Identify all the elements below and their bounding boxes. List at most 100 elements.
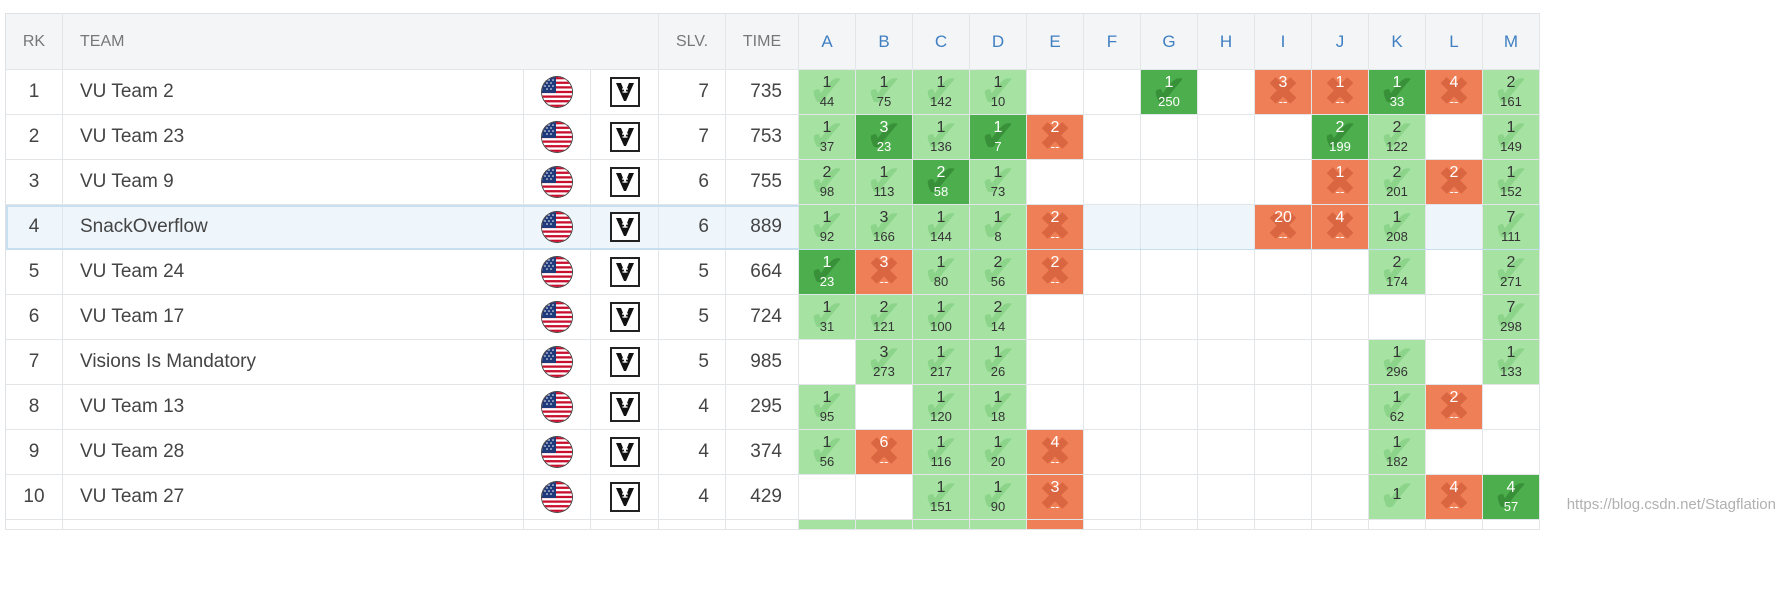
problem-cell-d[interactable]: ✔ 1 18 [969, 384, 1027, 430]
problem-cell-c[interactable]: ✔ 1 217 [912, 339, 970, 385]
team-row[interactable]: 8 VU Team 13 4 295 ✔ 1 95 ✔ 1 120 ✔ 1 18 ✔ 1 62 ✖ 2 -- [5, 384, 1540, 430]
problem-cell-l[interactable]: ✖ 4 -- [1425, 474, 1483, 520]
problem-cell-j[interactable]: ✖ 1 -- [1311, 69, 1369, 115]
team-name[interactable]: Visions Is Mandatory [62, 339, 524, 385]
problem-cell-k[interactable]: ✔ 2 201 [1368, 159, 1426, 205]
team-row[interactable]: 1 VU Team 2 7 735 ✔ 1 44 ✔ 1 75 ✔ 1 142 ✔ 1 10 ✔ 1 250 ✖ 3 --… [5, 69, 1540, 115]
problem-cell-i[interactable]: ✖ 20 -- [1254, 204, 1312, 250]
column-header-time[interactable]: TIME [725, 13, 799, 70]
team-name[interactable]: SnackOverflow [62, 204, 524, 250]
problem-cell-j[interactable]: ✖ 1 -- [1311, 159, 1369, 205]
problem-header-g[interactable]: G [1140, 13, 1198, 70]
problem-cell-m[interactable]: ✔ 2 161 [1482, 69, 1540, 115]
problem-cell-a[interactable]: ✔ 1 92 [798, 204, 856, 250]
problem-cell-e[interactable]: ✖ 3 -- [1026, 474, 1084, 520]
problem-header-i[interactable]: I [1254, 13, 1312, 70]
problem-cell-a[interactable]: ✔ 1 95 [798, 384, 856, 430]
problem-cell-d[interactable]: ✔ 1 90 [969, 474, 1027, 520]
problem-header-k[interactable]: K [1368, 13, 1426, 70]
problem-cell-c[interactable]: ✔ 1 100 [912, 294, 970, 340]
problem-cell-b[interactable]: ✔ 3 273 [855, 339, 913, 385]
problem-cell-c[interactable]: ✔ 1 144 [912, 204, 970, 250]
problem-header-a[interactable]: A [798, 13, 856, 70]
problem-header-j[interactable]: J [1311, 13, 1369, 70]
team-row[interactable]: 3 VU Team 9 6 755 ✔ 2 98 ✔ 1 113 ✔ 2 58 ✔ 1 73 ✖ 1 -- ✔ 2 201… [5, 159, 1540, 205]
problem-cell-a[interactable]: ✔ 2 98 [798, 159, 856, 205]
problem-cell-g[interactable]: ✔ 1 250 [1140, 69, 1198, 115]
problem-cell-m[interactable]: ✔ 7 111 [1482, 204, 1540, 250]
problem-header-f[interactable]: F [1083, 13, 1141, 70]
column-header-team[interactable]: TEAM [62, 13, 659, 70]
problem-cell-m[interactable]: ✔ 1 133 [1482, 339, 1540, 385]
problem-cell-a[interactable]: ✔ 1 23 [798, 249, 856, 295]
problem-cell-k[interactable]: ✔ 1 33 [1368, 69, 1426, 115]
problem-cell-e[interactable]: ✖ 2 -- [1026, 249, 1084, 295]
problem-cell-m[interactable]: ✔ 4 57 [1482, 474, 1540, 520]
problem-header-b[interactable]: B [855, 13, 913, 70]
problem-cell-i[interactable]: ✖ 3 -- [1254, 69, 1312, 115]
problem-cell-d[interactable]: ✔ 1 73 [969, 159, 1027, 205]
problem-cell-b[interactable]: ✔ 2 121 [855, 294, 913, 340]
problem-cell-k[interactable]: ✔ 2 122 [1368, 114, 1426, 160]
problem-cell-d[interactable]: ✔ 1 8 [969, 204, 1027, 250]
team-name[interactable]: VU Team 17 [62, 294, 524, 340]
problem-cell-b[interactable]: ✖ 6 -- [855, 429, 913, 475]
team-row[interactable]: 10 VU Team 27 4 429 ✔ 1 151 ✔ 1 90 ✖ 3 -- ✔ 1 ✖ 4 -- ✔ 4 57 [5, 474, 1540, 520]
problem-cell-e[interactable]: ✖ 2 -- [1026, 114, 1084, 160]
problem-cell-l[interactable]: ✖ 2 -- [1425, 384, 1483, 430]
team-row[interactable]: 9 VU Team 28 4 374 ✔ 1 56 ✖ 6 -- ✔ 1 116 ✔ 1 20 ✖ 4 -- ✔ 1 18… [5, 429, 1540, 475]
problem-cell-k[interactable]: ✔ 1 296 [1368, 339, 1426, 385]
team-name[interactable]: VU Team 13 [62, 384, 524, 430]
problem-header-d[interactable]: D [969, 13, 1027, 70]
problem-cell-a[interactable]: ✔ 1 56 [798, 429, 856, 475]
problem-cell-d[interactable]: ✔ 1 10 [969, 69, 1027, 115]
team-name[interactable]: VU Team 27 [62, 474, 524, 520]
team-name[interactable]: VU Team 28 [62, 429, 524, 475]
problem-cell-k[interactable]: ✔ 1 182 [1368, 429, 1426, 475]
problem-cell-d[interactable]: ✔ 1 7 [969, 114, 1027, 160]
problem-cell-b[interactable]: ✔ 3 23 [855, 114, 913, 160]
problem-header-m[interactable]: M [1482, 13, 1540, 70]
problem-cell-m[interactable]: ✔ 2 271 [1482, 249, 1540, 295]
problem-header-l[interactable]: L [1425, 13, 1483, 70]
problem-cell-c[interactable]: ✔ 2 58 [912, 159, 970, 205]
team-name[interactable]: VU Team 9 [62, 159, 524, 205]
problem-cell-a[interactable]: ✔ 1 37 [798, 114, 856, 160]
problem-cell-c[interactable]: ✔ 1 136 [912, 114, 970, 160]
problem-cell-c[interactable]: ✔ 1 120 [912, 384, 970, 430]
problem-header-c[interactable]: C [912, 13, 970, 70]
column-header-rank[interactable]: RK [5, 13, 63, 70]
problem-cell-b[interactable]: ✔ 3 166 [855, 204, 913, 250]
team-row[interactable]: 5 VU Team 24 5 664 ✔ 1 23 ✖ 3 -- ✔ 1 80 ✔ 2 56 ✖ 2 -- ✔ 2 174… [5, 249, 1540, 295]
problem-cell-k[interactable]: ✔ 1 62 [1368, 384, 1426, 430]
team-row[interactable]: 2 VU Team 23 7 753 ✔ 1 37 ✔ 3 23 ✔ 1 136 ✔ 1 7 ✖ 2 -- ✔ 2 199… [5, 114, 1540, 160]
problem-cell-k[interactable]: ✔ 2 174 [1368, 249, 1426, 295]
problem-cell-c[interactable]: ✔ 1 151 [912, 474, 970, 520]
problem-cell-m[interactable]: ✔ 1 149 [1482, 114, 1540, 160]
problem-cell-e[interactable]: ✖ 2 -- [1026, 204, 1084, 250]
problem-cell-m[interactable]: ✔ 1 152 [1482, 159, 1540, 205]
problem-cell-d[interactable]: ✔ 2 14 [969, 294, 1027, 340]
problem-cell-k[interactable]: ✔ 1 208 [1368, 204, 1426, 250]
problem-cell-m[interactable]: ✔ 7 298 [1482, 294, 1540, 340]
problem-cell-j[interactable]: ✖ 4 -- [1311, 204, 1369, 250]
team-name[interactable]: VU Team 2 [62, 69, 524, 115]
team-row[interactable]: 7 Visions Is Mandatory 5 985 ✔ 3 273 ✔ 1 217 ✔ 1 26 ✔… [5, 339, 1540, 385]
problem-cell-d[interactable]: ✔ 1 20 [969, 429, 1027, 475]
problem-cell-k[interactable]: ✔ 1 [1368, 474, 1426, 520]
problem-cell-l[interactable]: ✖ 2 -- [1425, 159, 1483, 205]
problem-cell-j[interactable]: ✔ 2 199 [1311, 114, 1369, 160]
problem-cell-c[interactable]: ✔ 1 116 [912, 429, 970, 475]
team-name[interactable]: VU Team 24 [62, 249, 524, 295]
problem-header-e[interactable]: E [1026, 13, 1084, 70]
problem-cell-c[interactable]: ✔ 1 80 [912, 249, 970, 295]
problem-cell-e[interactable]: ✖ 4 -- [1026, 429, 1084, 475]
team-row[interactable]: 4 SnackOverflow 6 889 ✔ 1 92 ✔ 3 166 ✔ 1 144 ✔ 1 8 ✖ 2 -- ✖… [5, 204, 1540, 250]
problem-cell-b[interactable]: ✖ 3 -- [855, 249, 913, 295]
column-header-solved[interactable]: SLV. [658, 13, 726, 70]
problem-header-h[interactable]: H [1197, 13, 1255, 70]
problem-cell-l[interactable]: ✖ 4 -- [1425, 69, 1483, 115]
problem-cell-a[interactable]: ✔ 1 31 [798, 294, 856, 340]
problem-cell-d[interactable]: ✔ 1 26 [969, 339, 1027, 385]
team-name[interactable]: VU Team 23 [62, 114, 524, 160]
